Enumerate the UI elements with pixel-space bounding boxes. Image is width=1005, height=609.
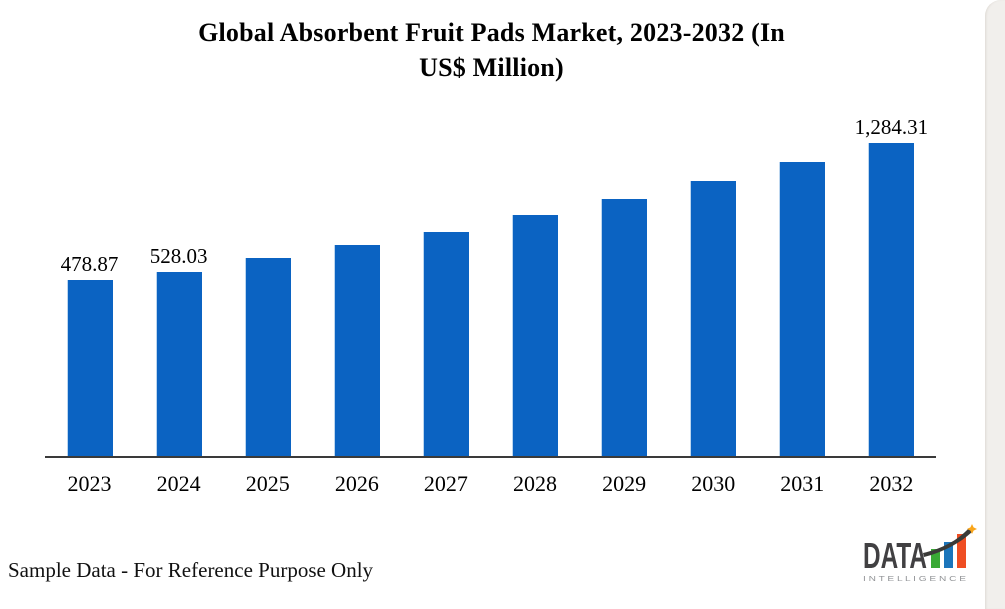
bar-value-label-2023: 478.87	[60, 252, 119, 276]
bar-value-label-2024: 528.03	[149, 243, 208, 268]
bar-slot-2031	[758, 161, 847, 456]
logo-subtext: I N T E L L I G E N C E	[863, 576, 966, 583]
bar-2032	[868, 143, 915, 456]
bar-2028	[512, 214, 559, 456]
datam-intelligence-logo: DATA I N T E L L I G E N C E	[863, 524, 977, 594]
logo-graphic: DATA I N T E L L I G E N C E	[863, 524, 977, 583]
plot-area: 478.87 528.03 1,284.31	[45, 115, 936, 458]
chart-title-line1: Global Absorbent Fruit Pads Market, 2023…	[198, 18, 785, 47]
x-tick-label-2026: 2026	[334, 471, 379, 496]
bar-chart: 478.87 528.03 1,284.31 2023 2024 2025 2026 202…	[45, 115, 936, 497]
bar-slot-2027	[401, 231, 490, 456]
bar-slot-2032: 1,284.31	[847, 115, 936, 456]
x-tick-label-2023: 2023	[67, 471, 112, 496]
x-tick-label-2031: 2031	[780, 471, 825, 496]
logo-bar-green-icon	[931, 549, 940, 568]
logo-growth-arrow-icon	[923, 528, 972, 557]
bar-slot-2024: 528.03	[134, 244, 223, 456]
x-tick-label-2032: 2032	[869, 471, 914, 496]
bar-2026	[333, 245, 380, 456]
bar-2025	[244, 258, 291, 456]
chart-title: Global Absorbent Fruit Pads Market, 2023…	[0, 15, 983, 85]
logo-wordmark: DATA	[863, 535, 927, 576]
bar-slot-2023: 478.87	[45, 252, 134, 456]
x-tick-label-2025: 2025	[245, 471, 290, 496]
chart-title-line2: US$ Million)	[419, 53, 564, 82]
bar-2024	[155, 271, 202, 456]
x-tick-label-2027: 2027	[423, 471, 468, 496]
logo-bar-blue-icon	[944, 542, 953, 568]
bar-slot-2029	[580, 198, 669, 456]
bar-2031	[779, 161, 826, 456]
page-edge-strip	[985, 0, 1005, 609]
x-tick-label-2029: 2029	[602, 471, 647, 496]
x-tick-label-2024: 2024	[156, 471, 201, 496]
logo-bar-orange-icon	[957, 534, 966, 568]
bar-slot-2025	[223, 258, 312, 456]
bar-2030	[690, 180, 737, 456]
x-tick-label-2028: 2028	[513, 471, 558, 496]
logo-star-icon	[967, 524, 977, 534]
bar-slot-2026	[312, 245, 401, 456]
sample-data-disclaimer: Sample Data - For Reference Purpose Only	[8, 558, 374, 582]
bar-2029	[601, 198, 648, 456]
bar-slot-2030	[669, 180, 758, 456]
bar-2027	[422, 231, 469, 456]
bar-2023	[66, 280, 113, 456]
x-axis: 2023 2024 2025 2026 2027 2028 2029 2030 2031 2032	[45, 458, 936, 497]
x-tick-label-2030: 2030	[691, 471, 736, 496]
slide-content: Global Absorbent Fruit Pads Market, 2023…	[0, 15, 983, 594]
bar-value-label-2032: 1,284.31	[854, 115, 929, 139]
bar-slot-2028	[490, 214, 579, 456]
